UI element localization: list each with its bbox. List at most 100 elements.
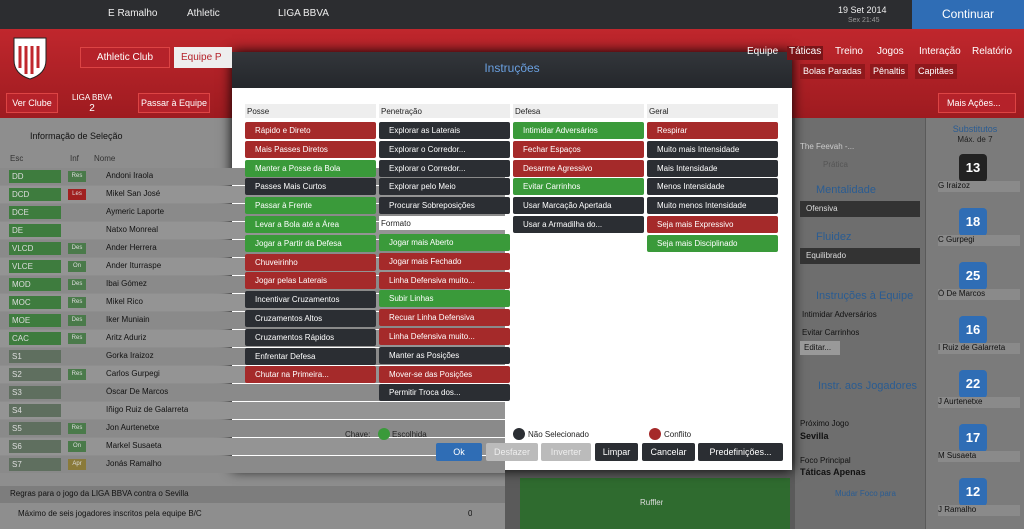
instruction-button[interactable]: Passes Mais Curtos (245, 178, 376, 196)
instruction-button[interactable]: Chutar na Primeira... (245, 366, 376, 384)
player-name[interactable]: Iker Muniain (106, 315, 150, 324)
sub-nav-item[interactable]: Pênaltis (870, 64, 909, 79)
instruction-button[interactable]: Explorar o Corredor... (379, 140, 510, 158)
modal-button[interactable]: Cancelar (642, 443, 695, 461)
instruction-button[interactable]: Passar à Frente (245, 197, 376, 215)
dropdown[interactable]: Ofensiva (800, 201, 920, 217)
instruction-button[interactable]: Jogar mais Aberto (379, 234, 510, 251)
continue-button[interactable]: Continuar (912, 0, 1024, 29)
modal-button[interactable]: Ok (436, 443, 482, 461)
player-name[interactable]: Ander Herrera (106, 243, 157, 252)
instruction-button[interactable]: Subir Linhas (379, 290, 510, 308)
modal-button[interactable]: Limpar (595, 443, 638, 461)
instruction-button[interactable]: Explorar o Corredor... (379, 159, 510, 177)
instruction-button[interactable]: Chuveirinho (245, 253, 376, 271)
more-actions-button[interactable]: Mais Ações... (938, 93, 1016, 113)
player-name[interactable]: Gorka Iraizoz (106, 351, 154, 360)
instruction-button[interactable]: Respirar (647, 122, 778, 139)
instruction-button[interactable]: Intimidar Adversários (513, 122, 644, 139)
instruction-button[interactable]: Manter as Posições (379, 346, 510, 364)
instruction-button[interactable]: Jogar mais Fechado (379, 252, 510, 270)
modal-button[interactable]: Predefinições... (698, 443, 783, 461)
instruction-button[interactable]: Recuar Linha Defensiva (379, 309, 510, 327)
modal-button: Desfazer (486, 443, 538, 461)
nav-item[interactable]: Jogos (877, 46, 904, 57)
instruction-button[interactable]: Seja mais Expressivo (647, 216, 778, 233)
instruction-button[interactable]: Enfrentar Defesa (245, 347, 376, 365)
instruction-button[interactable]: Menos Intensidade (647, 178, 778, 196)
player-name[interactable]: Iñigo Ruiz de Galarreta (106, 405, 189, 414)
sub-name: J Aurtenetxe (938, 397, 1020, 408)
go-team-button[interactable]: Passar à Equipe (138, 93, 210, 113)
instruction-button[interactable]: Desarme Agressivo (513, 159, 644, 177)
instruction-button[interactable]: Usar a Armadilha do... (513, 216, 644, 233)
instruction-button[interactable]: Linha Defensiva muito... (379, 271, 510, 289)
edit-button[interactable]: Editar... (800, 341, 840, 355)
position-tag: MOC (9, 296, 61, 309)
player-name[interactable]: Markel Susaeta (106, 441, 162, 450)
sub-nav-item[interactable]: Bolas Paradas (800, 64, 865, 79)
instruction-button[interactable]: Explorar as Laterais (379, 122, 510, 139)
nav-item[interactable]: Equipe (747, 46, 779, 57)
nav-item[interactable]: Relatório (972, 46, 1013, 57)
top-nav-item[interactable]: Athletic (187, 8, 220, 19)
instruction-button[interactable]: Jogar a Partir da Defesa (245, 234, 376, 252)
instruction-button[interactable]: Cruzamentos Rápidos (245, 328, 376, 346)
instruction-button[interactable]: Jogar pelas Laterais (245, 272, 376, 290)
shirt-number[interactable]: 22 (959, 370, 987, 398)
instruction-button[interactable]: Manter a Posse da Bola (245, 159, 376, 177)
player-name[interactable]: Andoni Iraola (106, 171, 154, 180)
top-nav-item[interactable]: LIGA BBVA (278, 8, 329, 19)
info-tag: Des (68, 243, 86, 254)
nav-item[interactable]: Treino (835, 46, 863, 57)
player-name[interactable]: Ander Iturraspe (106, 261, 162, 270)
tactics-panel (795, 118, 925, 529)
info-tag: Res (68, 369, 86, 380)
view-club-button[interactable]: Ver Clube (6, 93, 58, 113)
instruction-button[interactable]: Explorar pelo Meio (379, 178, 510, 196)
player-name[interactable]: Mikel San José (106, 189, 161, 198)
sub-nav-item[interactable]: Capitães (915, 64, 957, 79)
player-name[interactable]: Aritz Aduriz (106, 333, 147, 342)
dropdown[interactable]: Equilibrado (800, 248, 920, 264)
player-name[interactable]: Aymeric Laporte (106, 207, 165, 216)
info-tag: On (68, 441, 86, 452)
position-tag: VLCD (9, 242, 61, 255)
instruction-button[interactable]: Cruzamentos Altos (245, 310, 376, 327)
instruction-button[interactable]: Evitar Carrinhos (513, 178, 644, 196)
instruction-button[interactable]: Mais Intensidade (647, 159, 778, 177)
instruction-button[interactable]: Mais Passes Diretos (245, 140, 376, 158)
player-name[interactable]: Mikel Rico (106, 297, 143, 306)
player-name[interactable]: Óscar De Marcos (106, 387, 169, 396)
instruction-button[interactable]: Usar Marcação Apertada (513, 197, 644, 215)
instruction-button[interactable]: Seja mais Disciplinado (647, 234, 778, 252)
info-tag: Apr (68, 459, 86, 470)
position-tag: MOE (9, 314, 61, 327)
instruction-button[interactable]: Incentivar Cruzamentos (245, 291, 376, 309)
nav-item[interactable]: Interação (919, 46, 961, 57)
player-name[interactable]: Ibai Gómez (106, 279, 147, 288)
player-name[interactable]: Natxo Monreal (106, 225, 159, 234)
player-name[interactable]: Carlos Gurpegi (106, 369, 160, 378)
instruction-button[interactable]: Procurar Sobreposições (379, 197, 510, 215)
instruction-button[interactable]: Linha Defensiva muito... (379, 328, 510, 345)
nav-item[interactable]: Táticas (787, 46, 824, 60)
instruction-button[interactable]: Permitir Troca dos... (379, 384, 510, 402)
shirt-number[interactable]: 16 (959, 316, 987, 344)
shirt-number[interactable]: 25 (959, 262, 987, 290)
instruction-button[interactable]: Fechar Espaços (513, 140, 644, 158)
shirt-number[interactable]: 12 (959, 478, 987, 506)
instruction-button[interactable]: Muito menos Intensidade (647, 197, 778, 215)
screen-tab[interactable]: Equipe P (174, 47, 232, 68)
shirt-number[interactable]: 18 (959, 208, 987, 236)
shirt-number[interactable]: 17 (959, 424, 987, 452)
top-nav-item[interactable]: E Ramalho (108, 8, 158, 19)
instruction-button[interactable]: Muito mais Intensidade (647, 140, 778, 158)
club-tab[interactable]: Athletic Club (80, 47, 170, 68)
instruction-button[interactable]: Levar a Bola até a Área (245, 216, 376, 233)
player-name[interactable]: Jon Aurtenetxe (106, 423, 160, 432)
instruction-button[interactable]: Rápido e Direto (245, 122, 376, 139)
instruction-button[interactable]: Mover-se das Posições (379, 365, 510, 383)
player-name[interactable]: Jonás Ramalho (106, 459, 162, 468)
shirt-number[interactable]: 13 (959, 154, 987, 182)
